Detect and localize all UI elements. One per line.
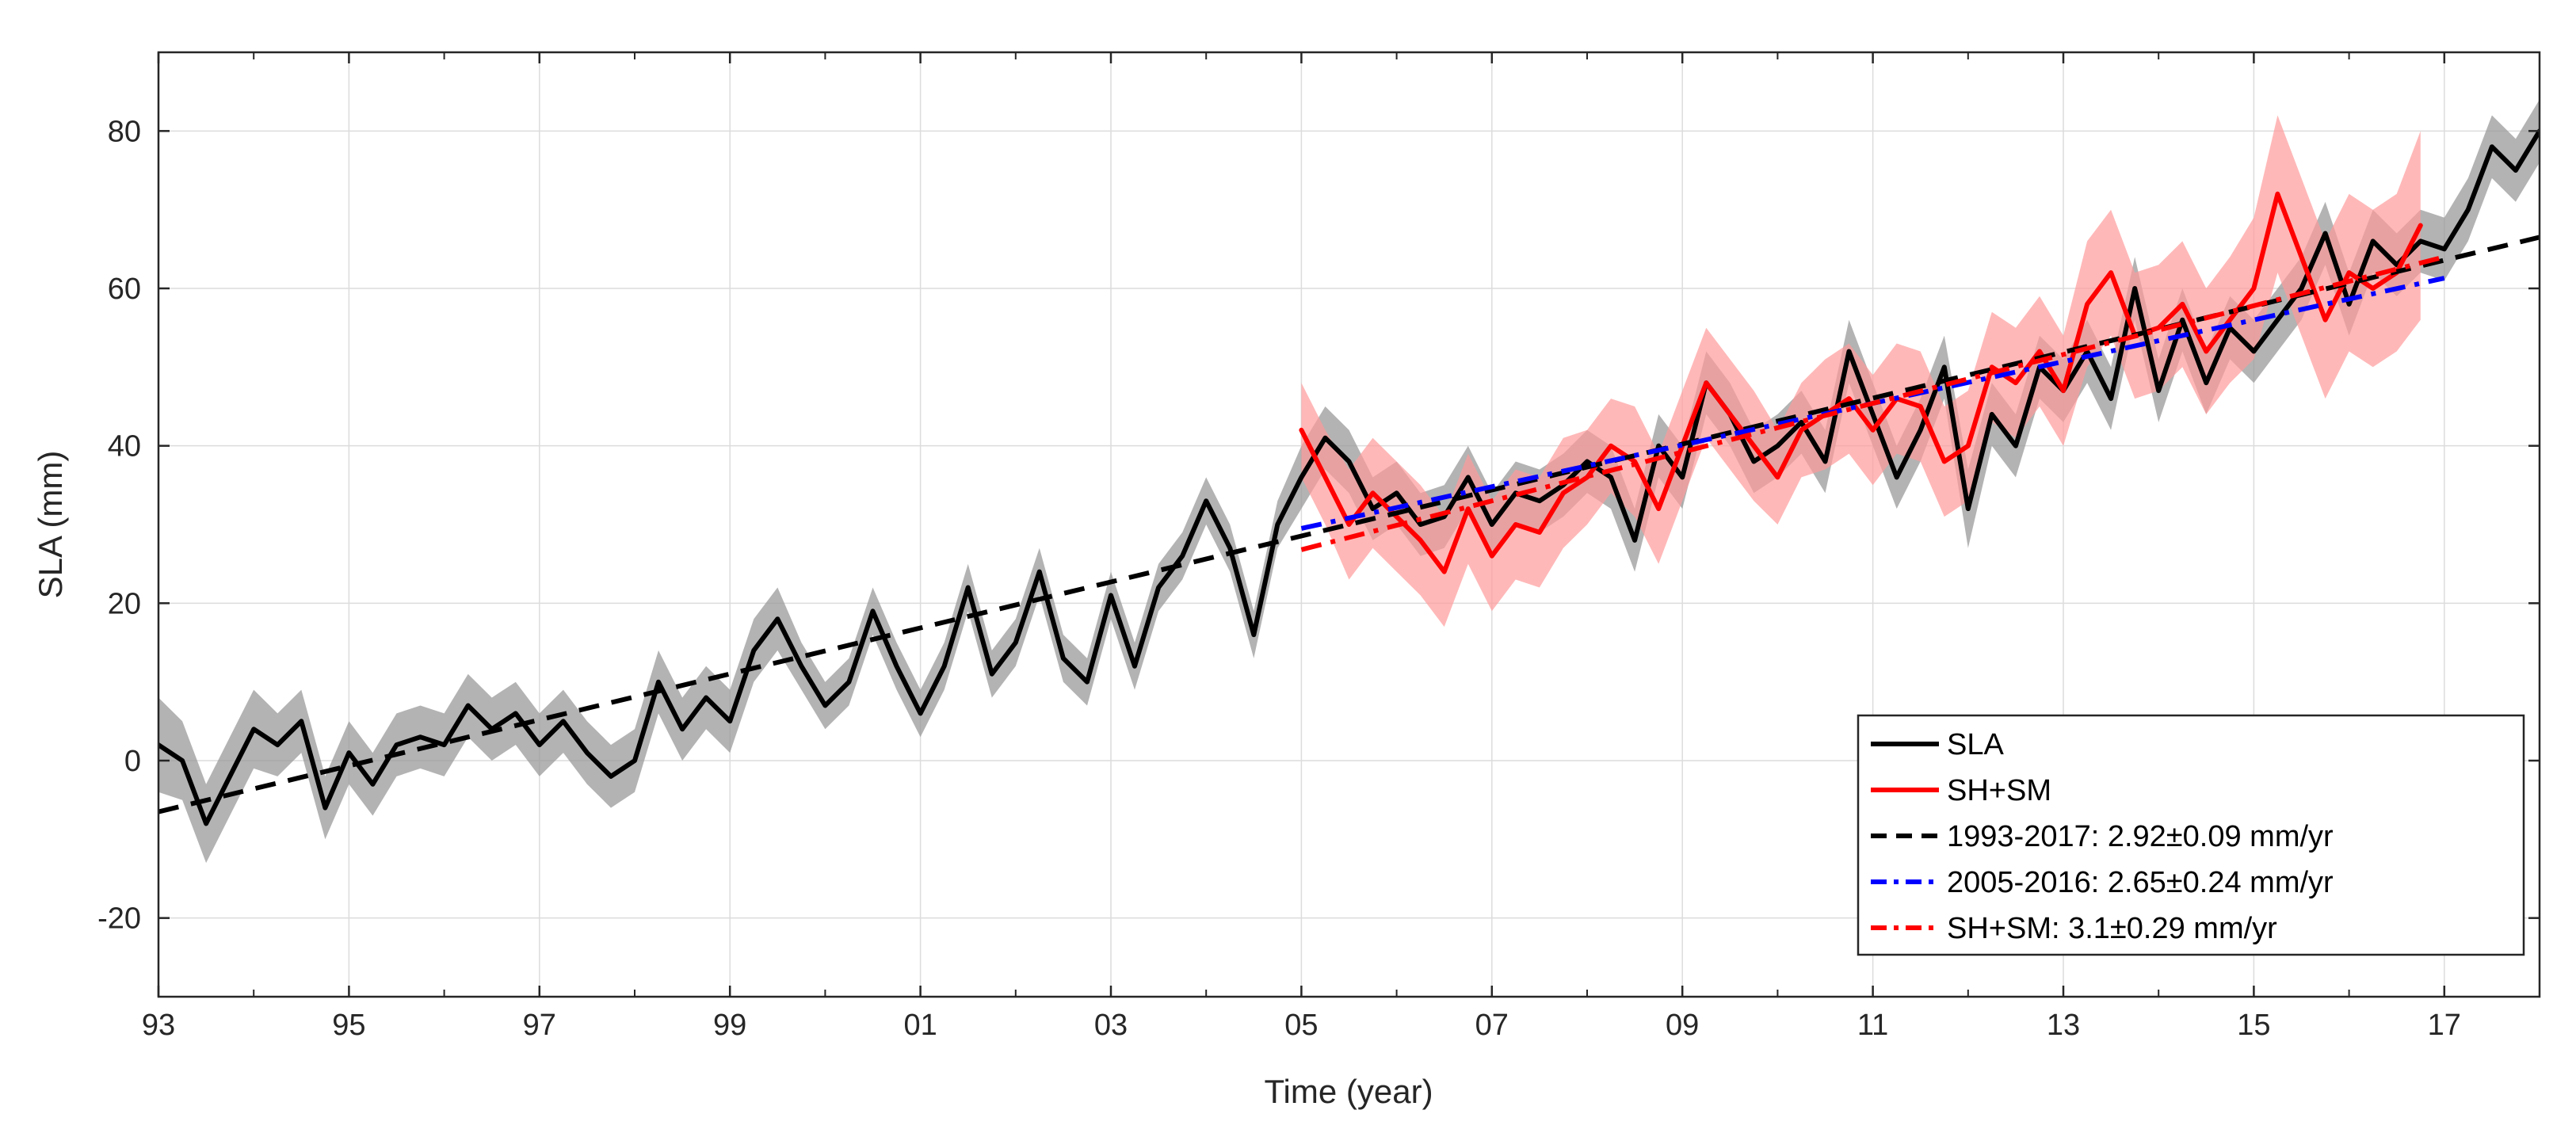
trend-line-1 [158, 235, 2540, 814]
x-tick-label: 93 [142, 1009, 175, 1042]
y-tick-label: 20 [108, 587, 141, 620]
legend-entry-label: SH+SM: 3.1±0.29 mm/yr [1947, 912, 2277, 945]
legend-box [1857, 714, 2525, 956]
y-tick-label: 60 [108, 273, 141, 306]
legend-entry-label: 2005-2016: 2.65±0.24 mm/yr [1947, 866, 2334, 899]
x-tick-label: 03 [1094, 1009, 1128, 1042]
legend-entry-label: SLA [1947, 728, 2004, 761]
legend: SLA SH+SM 1993-2017: 2.92±0.09 mm/yr 2005-2… [1857, 714, 2525, 956]
x-tick-label: 99 [713, 1009, 746, 1042]
x-tick-label: 15 [2237, 1009, 2270, 1042]
axis-ticks: 93 95 97 99 01 03 05 07 09 11 13 15 17 -20 0 20 40 60 80 [97, 52, 2540, 1042]
x-tick-label: 17 [2428, 1009, 2461, 1042]
x-tick-label: 95 [332, 1009, 365, 1042]
sh-sm-uncertainty-band [1301, 115, 2421, 628]
x-tick-label: 07 [1475, 1009, 1509, 1042]
y-tick-label: 0 [124, 745, 141, 778]
x-tick-label: 05 [1284, 1009, 1318, 1042]
sh-sm-series-line [1299, 191, 2423, 574]
series-layer [158, 99, 2540, 864]
trend-line-3 [1300, 254, 2445, 552]
x-tick-label: 97 [523, 1009, 556, 1042]
x-axis-label: Time (year) [1264, 1073, 1433, 1110]
x-tick-label: 11 [1857, 1009, 1888, 1042]
y-axis-label: SLA (mm) [32, 451, 69, 599]
x-tick-label: 13 [2047, 1009, 2080, 1042]
plot-area-frame [157, 51, 2541, 998]
legend-entry-label: SH+SM [1947, 774, 2051, 807]
legend-entry-label: 1993-2017: 2.92±0.09 mm/yr [1947, 820, 2334, 853]
y-tick-label: -20 [97, 902, 141, 936]
sla-series-line [158, 128, 2540, 826]
y-tick-label: 80 [108, 115, 141, 148]
x-tick-label: 01 [903, 1009, 937, 1042]
y-tick-label: 40 [108, 430, 141, 464]
x-tick-label: 09 [1666, 1009, 1699, 1042]
